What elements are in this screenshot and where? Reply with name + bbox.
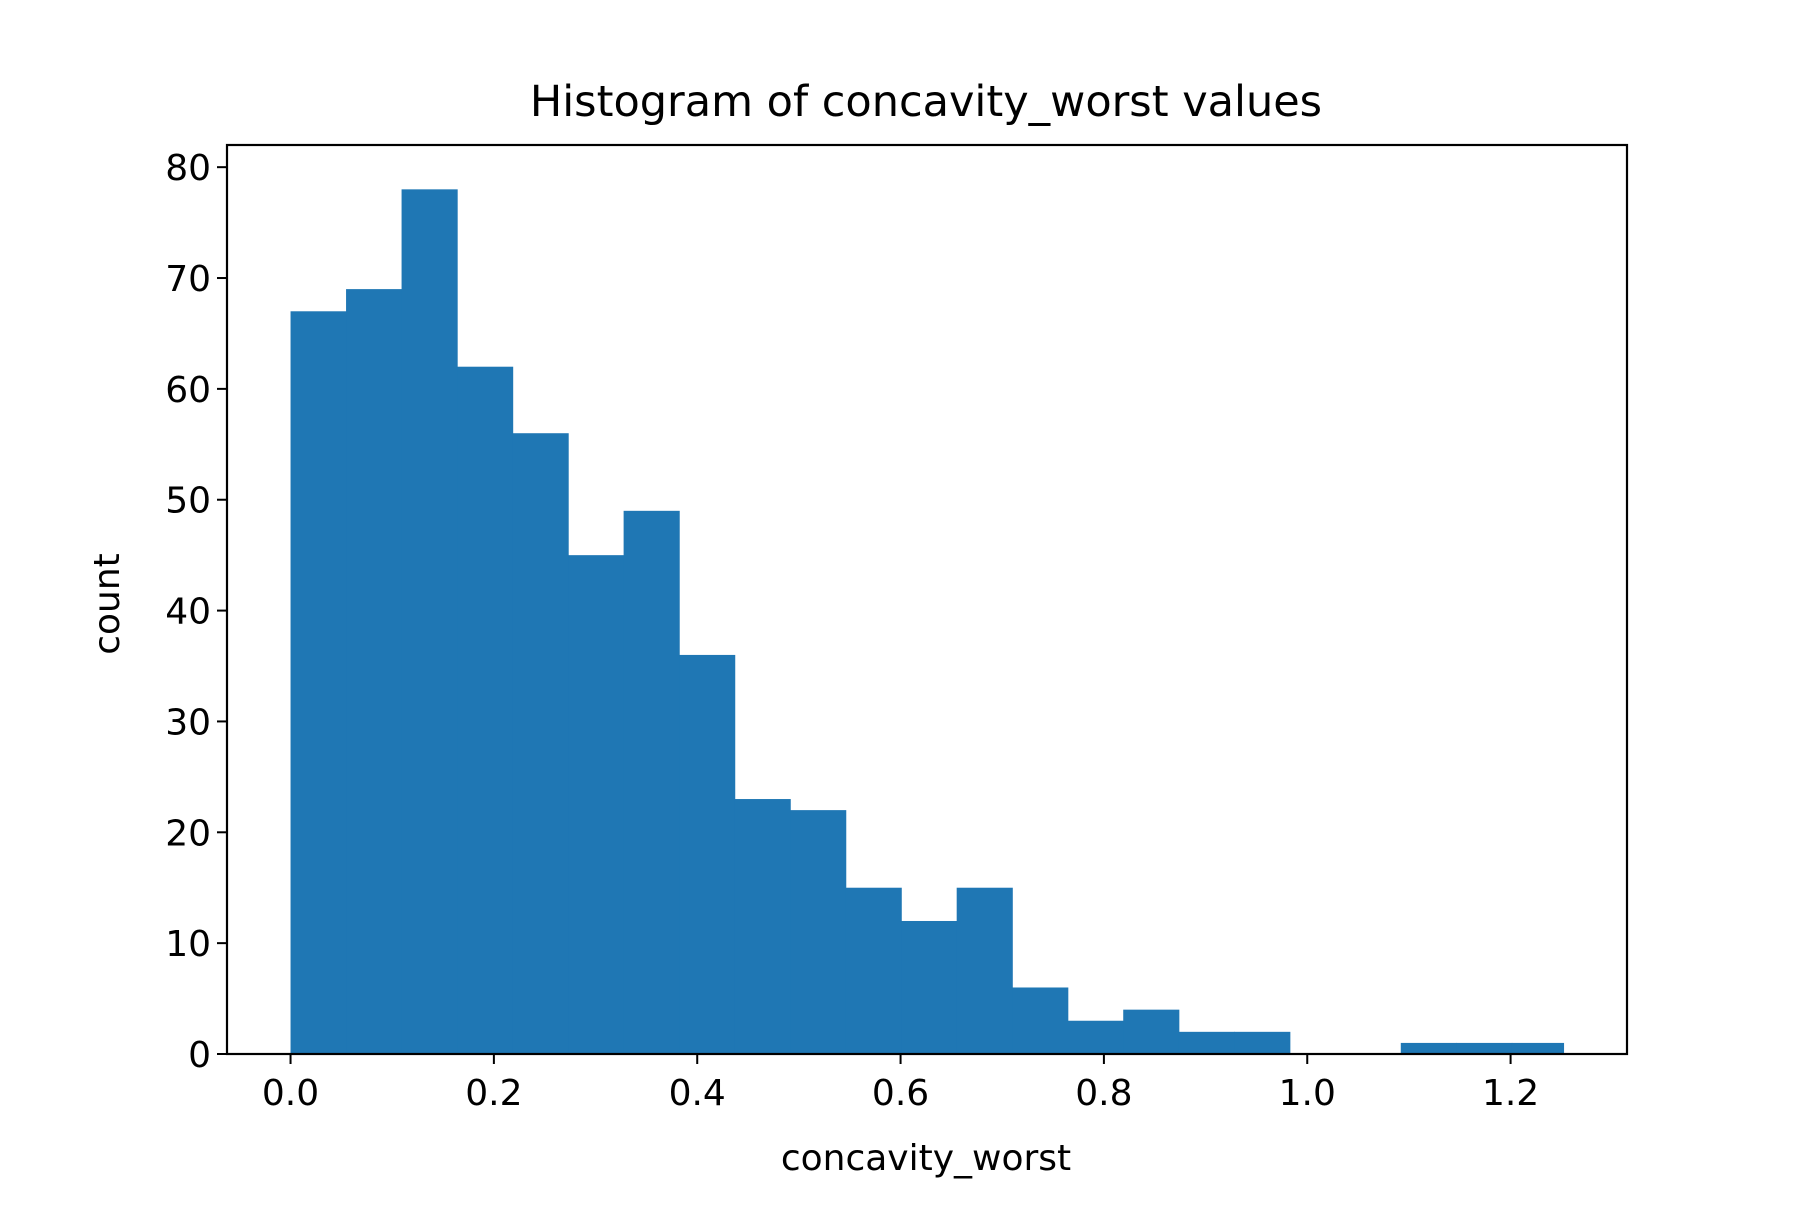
y-tick-label: 50 bbox=[165, 481, 211, 522]
histogram-bar bbox=[1234, 1031, 1291, 1054]
histogram-bar bbox=[1067, 1020, 1124, 1054]
y-tick-label: 20 bbox=[165, 813, 211, 854]
histogram-bar bbox=[290, 311, 347, 1054]
x-tick-label: 0.6 bbox=[872, 1073, 929, 1114]
histogram-bar bbox=[623, 510, 680, 1054]
x-tick-label: 0.4 bbox=[669, 1073, 726, 1114]
histogram-bar bbox=[956, 887, 1013, 1054]
x-axis-label: concavity_worst bbox=[781, 1138, 1071, 1179]
y-tick-label: 70 bbox=[165, 259, 211, 300]
y-tick-label: 30 bbox=[165, 702, 211, 743]
chart-title: Histogram of concavity_worst values bbox=[530, 77, 1322, 127]
y-tick-label: 80 bbox=[165, 148, 211, 189]
y-tick-label: 0 bbox=[188, 1035, 211, 1076]
histogram-bar bbox=[346, 289, 403, 1054]
histogram-bar bbox=[401, 189, 458, 1055]
histogram-bar bbox=[1456, 1042, 1513, 1054]
histogram-bar bbox=[1178, 1031, 1235, 1054]
x-tick-label: 1.0 bbox=[1279, 1073, 1336, 1114]
plot-frame bbox=[225, 143, 1629, 1056]
x-axis: 0.0 0.2 0.4 0.6 0.8 1.0 1.2 bbox=[262, 1054, 1539, 1114]
histogram-bar bbox=[1123, 1009, 1180, 1054]
histogram-bar bbox=[1012, 987, 1069, 1054]
histogram-bar bbox=[568, 555, 625, 1054]
histogram-bar bbox=[734, 799, 791, 1054]
x-tick-label: 0.2 bbox=[465, 1073, 522, 1114]
x-tick-label: 0.8 bbox=[1075, 1073, 1132, 1114]
histogram-bar bbox=[790, 810, 847, 1054]
histogram-bar bbox=[512, 433, 569, 1055]
histogram-bar bbox=[901, 920, 958, 1054]
y-axis: 0 10 20 30 40 50 60 70 80 bbox=[165, 148, 227, 1076]
histogram-bar bbox=[845, 887, 902, 1054]
y-tick-label: 60 bbox=[165, 370, 211, 411]
x-tick-label: 0.0 bbox=[262, 1073, 319, 1114]
y-tick-label: 40 bbox=[165, 592, 211, 633]
histogram-bar bbox=[679, 654, 736, 1054]
histogram-bar bbox=[1400, 1042, 1457, 1054]
x-tick-label: 1.2 bbox=[1482, 1073, 1539, 1114]
histogram-bar bbox=[1511, 1042, 1565, 1054]
y-tick-label: 10 bbox=[165, 924, 211, 965]
histogram-bar bbox=[457, 366, 514, 1055]
bars-group bbox=[290, 189, 1565, 1055]
y-axis-label: count bbox=[87, 553, 128, 655]
